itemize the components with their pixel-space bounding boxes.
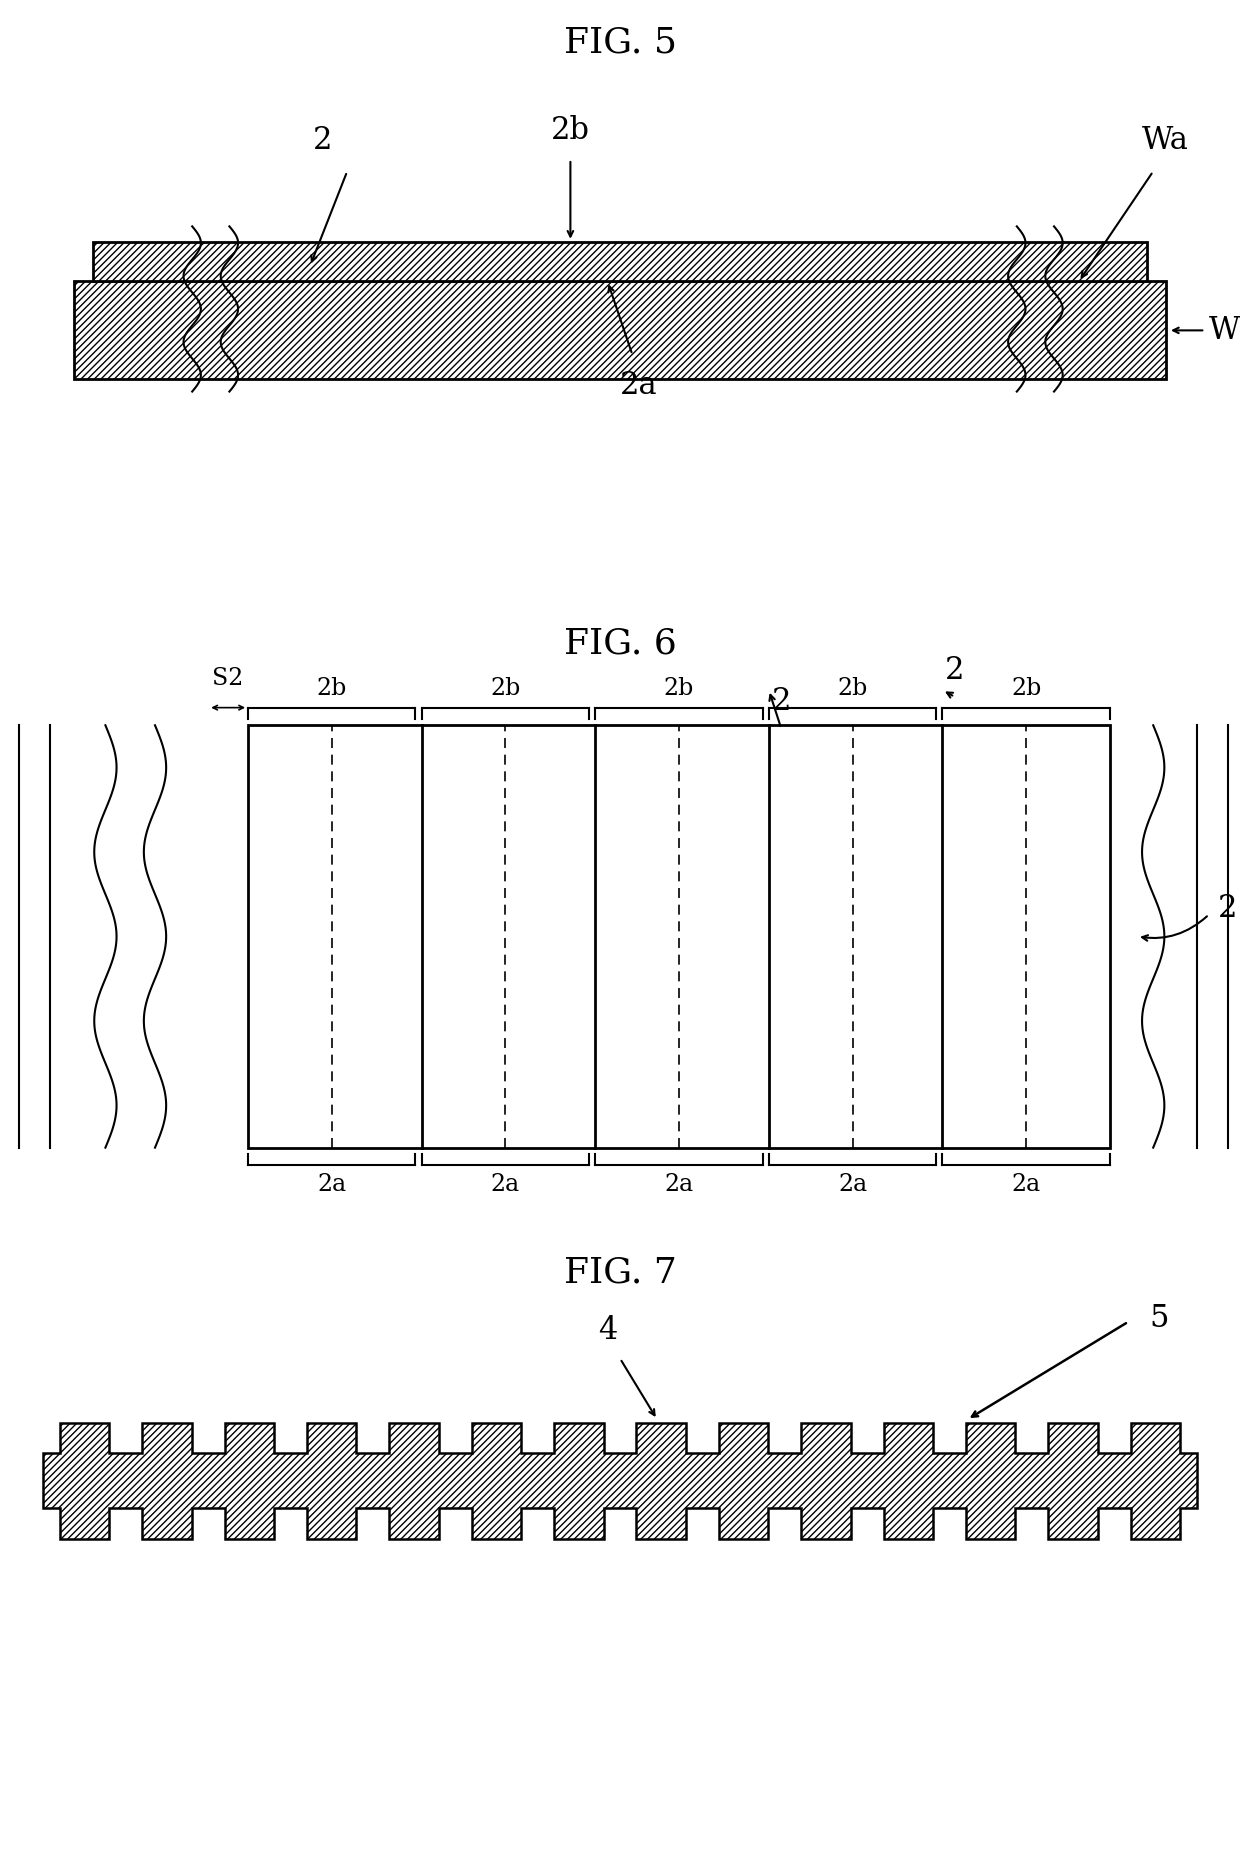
Text: 4: 4 [598,1314,618,1346]
Polygon shape [43,1422,1197,1539]
Text: 2: 2 [771,686,791,717]
Text: 2a: 2a [838,1174,867,1196]
Text: W: W [1209,315,1240,347]
Text: FIG. 7: FIG. 7 [564,1255,676,1290]
Text: 2: 2 [1218,892,1238,923]
Text: 2a: 2a [491,1174,520,1196]
Bar [74,282,1166,380]
Text: Wa: Wa [1142,124,1189,156]
Text: 2a: 2a [620,371,657,400]
Text: S2: S2 [212,667,244,690]
Text: 2b: 2b [316,677,347,701]
Text: 2: 2 [945,654,965,686]
Text: FIG. 5: FIG. 5 [563,26,677,59]
Bar [248,725,1110,1148]
Text: 2a: 2a [317,1174,346,1196]
Text: 2: 2 [312,124,332,156]
Text: 5: 5 [1149,1303,1169,1335]
Text: 2b: 2b [837,677,868,701]
Text: 2b: 2b [663,677,694,701]
Text: 2b: 2b [551,115,590,146]
Text: 2a: 2a [1012,1174,1040,1196]
Text: 2b: 2b [1011,677,1042,701]
Bar [93,241,1147,282]
Text: FIG. 6: FIG. 6 [564,627,676,660]
Text: 2b: 2b [490,677,521,701]
Text: 2a: 2a [665,1174,693,1196]
